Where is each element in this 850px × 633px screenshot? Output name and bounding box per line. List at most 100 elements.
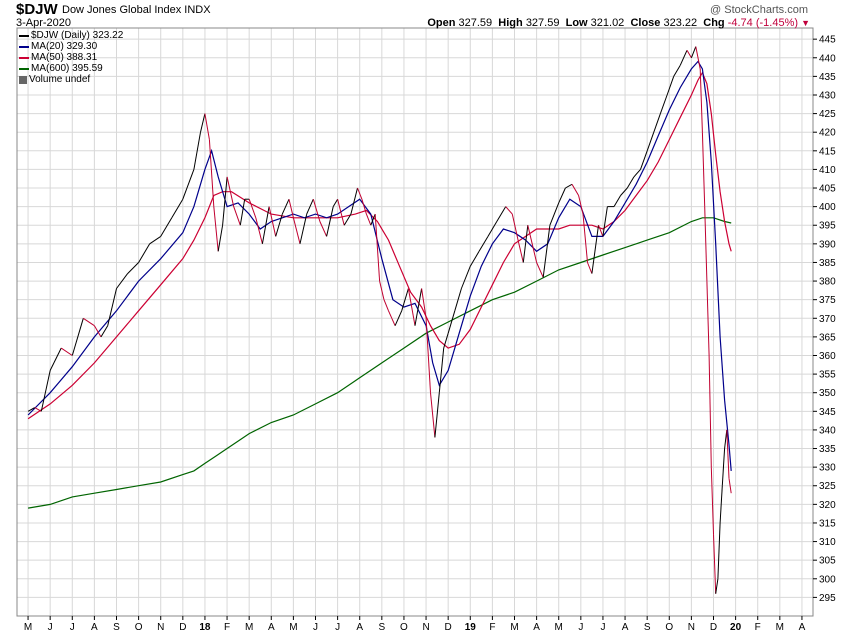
y-tick-label: 370 [819,314,836,325]
price-segment [565,183,573,189]
price-segment [710,467,714,535]
price-segment [536,262,544,278]
y-tick-label: 310 [819,537,836,548]
y-tick-label: 335 [819,444,836,455]
series-line-ma20 [27,60,732,471]
price-segment [171,198,184,219]
price-segment [679,50,688,66]
x-tick-label: F [489,622,495,633]
y-tick-label: 300 [819,574,836,585]
price-segment [434,392,440,438]
y-tick-label: 415 [819,146,836,157]
x-tick-label: S [113,622,120,633]
x-tick-label: A [91,622,98,633]
low-label: Low [565,17,588,29]
legend-swatch-ma600 [19,67,29,70]
price-segment [127,262,139,274]
price-segment [527,225,538,263]
x-tick-label: N [688,622,695,633]
price-segment [268,206,277,237]
price-segment [695,46,701,69]
x-tick-label: N [422,622,429,633]
y-tick-label: 420 [819,128,836,139]
y-tick-label: 305 [819,556,836,567]
price-segment [374,214,381,282]
price-segment [443,333,449,349]
price-segment [496,206,507,222]
legend-swatch-ma20 [19,45,29,48]
price-segment [370,213,376,226]
x-tick-label: J [313,622,318,633]
high-value: 327.59 [525,17,560,29]
price-segment [571,184,580,196]
price-segment [275,213,283,237]
down-triangle-icon: ▼ [801,18,810,28]
y-tick-label: 405 [819,184,836,195]
legend-label-volume: Volume undef [29,74,91,85]
price-segment [721,448,726,486]
x-tick-label: J [70,622,75,633]
series-line-ma600 [28,217,732,509]
price-segment [312,199,321,222]
x-tick-label: A [268,622,275,633]
x-tick-label: 19 [465,622,477,633]
x-tick-label: J [600,622,605,633]
plot-frame [16,27,814,617]
close-value: 323.22 [663,17,698,29]
y-tick-label: 400 [819,202,836,213]
x-tick-label: N [157,622,164,633]
series-line-ma50 [27,71,732,420]
low-value: 321.02 [590,17,625,29]
y-tick-label: 440 [819,53,836,64]
x-tick-label: A [533,622,540,633]
price-segment [222,176,228,226]
grid [17,28,813,616]
x-tick-label: A [356,622,363,633]
y-tick-label: 295 [819,593,836,604]
price-segment [699,68,703,133]
price-segment [704,206,708,282]
price-segment [708,355,712,468]
price-segment [281,198,290,215]
x-tick-label: 18 [199,622,211,633]
price-segment [379,280,385,300]
legend-label-price: $DJW (Daily) 323.22 [31,30,124,41]
price-segment [49,347,62,371]
price-segment [388,310,396,326]
chart-date: 3-Apr-2020 [16,17,72,29]
price-segment [93,325,102,338]
price-segment [726,429,730,479]
chg-value: -4.74 (-1.45%) [727,17,799,29]
price-segment [107,288,117,326]
x-tick-label: A [799,622,806,633]
price-segment [659,94,668,114]
price-segment [602,206,608,237]
x-tick-label: J [48,622,53,633]
x-tick-label: J [335,622,340,633]
x-tick-label: D [710,622,717,633]
x-tick-label: S [644,622,651,633]
price-segment [421,288,427,319]
x-tick-label: M [24,622,32,633]
price-segment [299,213,308,244]
price-segment [591,225,599,274]
x-tick-label: M [245,622,253,633]
price-segment [673,64,681,77]
price-segment [394,310,403,326]
y-tick-label: 380 [819,277,836,288]
y-tick-label: 425 [819,109,836,120]
y-tick-label: 390 [819,239,836,250]
price-segment [646,132,655,151]
x-tick-label: F [224,622,230,633]
exchange-text: INDX [184,4,211,16]
price-segment [357,187,363,200]
legend: $DJW (Daily) 323.22 MA(20) 329.30 MA(50)… [19,30,123,85]
price-segment [401,288,409,311]
x-tick-label: 20 [730,622,742,633]
price-segment [587,262,593,274]
y-tick-label: 375 [819,295,836,306]
y-tick-label: 355 [819,370,836,381]
price-segment [430,392,436,438]
y-tick-label: 445 [819,35,836,46]
